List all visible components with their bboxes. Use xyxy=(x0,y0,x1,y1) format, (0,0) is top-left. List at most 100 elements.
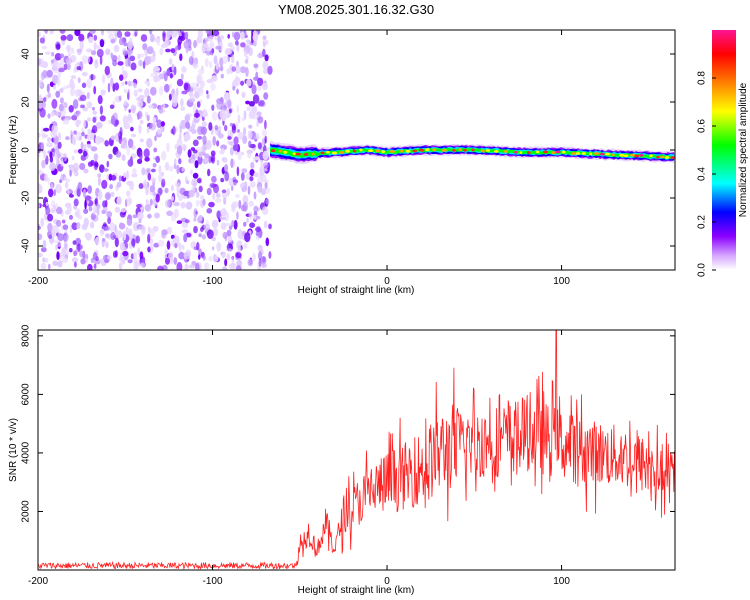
spectrogram-signal-band xyxy=(270,141,675,165)
noise-speckle xyxy=(208,60,213,69)
noise-speckle xyxy=(252,32,259,42)
noise-speckle xyxy=(55,244,58,251)
noise-speckle xyxy=(262,168,268,172)
noise-speckle xyxy=(122,143,128,150)
signal-hotspot xyxy=(304,153,309,156)
noise-speckle xyxy=(203,223,211,230)
noise-speckle xyxy=(130,126,134,132)
signal-hotspot xyxy=(660,155,665,159)
noise-speckle xyxy=(52,84,57,90)
noise-speckle xyxy=(190,82,197,89)
noise-speckle xyxy=(155,155,160,163)
noise-speckle xyxy=(171,63,175,72)
noise-speckle xyxy=(198,233,202,238)
spectrogram-y-tick-label: -40 xyxy=(21,238,32,253)
noise-speckle xyxy=(239,183,244,188)
signal-hotspot xyxy=(514,150,518,154)
noise-speckle xyxy=(245,100,251,105)
noise-speckle xyxy=(209,41,215,49)
noise-speckle xyxy=(141,167,146,176)
noise-speckle xyxy=(153,74,159,83)
signal-hotspot xyxy=(292,152,296,156)
noise-speckle xyxy=(121,65,125,74)
noise-speckle xyxy=(146,167,151,174)
noise-speckle xyxy=(40,71,45,81)
noise-speckle xyxy=(133,82,137,89)
noise-speckle xyxy=(80,258,86,265)
noise-speckle xyxy=(76,120,82,125)
noise-speckle xyxy=(138,218,142,224)
signal-hotspot xyxy=(270,149,276,153)
noise-speckle xyxy=(84,232,91,239)
noise-speckle xyxy=(136,203,142,208)
noise-speckle xyxy=(188,189,195,198)
noise-speckle xyxy=(236,259,243,267)
noise-speckle xyxy=(101,179,108,189)
noise-speckle xyxy=(221,189,227,194)
noise-speckle xyxy=(203,113,206,118)
signal-hotspot xyxy=(619,153,625,157)
noise-speckle xyxy=(50,59,55,64)
noise-speckle xyxy=(216,241,222,252)
noise-speckle xyxy=(44,173,48,182)
noise-speckle xyxy=(241,91,246,98)
noise-speckle xyxy=(236,211,239,220)
noise-speckle xyxy=(93,34,98,41)
noise-speckle xyxy=(208,201,215,208)
noise-speckle xyxy=(196,241,200,251)
noise-speckle xyxy=(126,218,133,226)
noise-speckle xyxy=(119,74,124,81)
colorbar-tick-label: 0.6 xyxy=(697,119,708,133)
noise-speckle xyxy=(39,81,42,87)
noise-speckle xyxy=(73,250,77,257)
noise-speckle xyxy=(243,110,247,120)
noise-speckle xyxy=(56,251,60,261)
noise-speckle xyxy=(127,138,134,149)
noise-speckle xyxy=(258,250,262,261)
spectrogram-y-tick-label: 40 xyxy=(21,48,32,60)
noise-speckle xyxy=(243,243,248,249)
noise-speckle xyxy=(192,172,199,179)
noise-speckle xyxy=(205,139,212,150)
noise-speckle xyxy=(236,46,240,52)
noise-speckle xyxy=(118,37,125,46)
noise-speckle xyxy=(267,65,273,75)
noise-speckle xyxy=(59,30,66,34)
noise-speckle xyxy=(193,112,200,118)
noise-speckle xyxy=(223,197,227,205)
noise-speckle xyxy=(206,46,212,52)
noise-speckle xyxy=(227,98,232,109)
noise-speckle xyxy=(102,200,107,208)
noise-speckle xyxy=(130,253,135,260)
noise-speckle xyxy=(90,212,96,221)
noise-speckle xyxy=(173,202,180,207)
noise-speckle xyxy=(98,137,105,143)
noise-speckle xyxy=(176,164,180,175)
noise-speckle xyxy=(212,228,219,237)
noise-speckle xyxy=(207,168,211,177)
noise-speckle xyxy=(197,86,204,96)
noise-speckle xyxy=(140,262,146,269)
noise-speckle xyxy=(159,48,164,56)
snr-series-line xyxy=(38,330,675,570)
noise-speckle xyxy=(73,162,79,173)
noise-speckle xyxy=(242,201,249,212)
noise-speckle xyxy=(164,161,170,171)
noise-speckle xyxy=(46,83,50,93)
noise-speckle xyxy=(135,235,140,244)
noise-speckle xyxy=(80,104,85,109)
noise-speckle xyxy=(67,204,72,214)
noise-speckle xyxy=(102,238,106,242)
noise-speckle xyxy=(253,205,259,213)
noise-speckle xyxy=(229,122,233,127)
noise-speckle xyxy=(93,85,97,95)
noise-speckle xyxy=(83,208,89,214)
noise-speckle xyxy=(55,146,60,155)
noise-speckle xyxy=(86,78,93,89)
noise-speckle xyxy=(253,63,259,69)
noise-speckle xyxy=(59,59,65,68)
noise-speckle xyxy=(103,222,107,227)
noise-speckle xyxy=(195,262,200,270)
noise-speckle xyxy=(252,94,260,104)
noise-speckle xyxy=(64,242,68,250)
